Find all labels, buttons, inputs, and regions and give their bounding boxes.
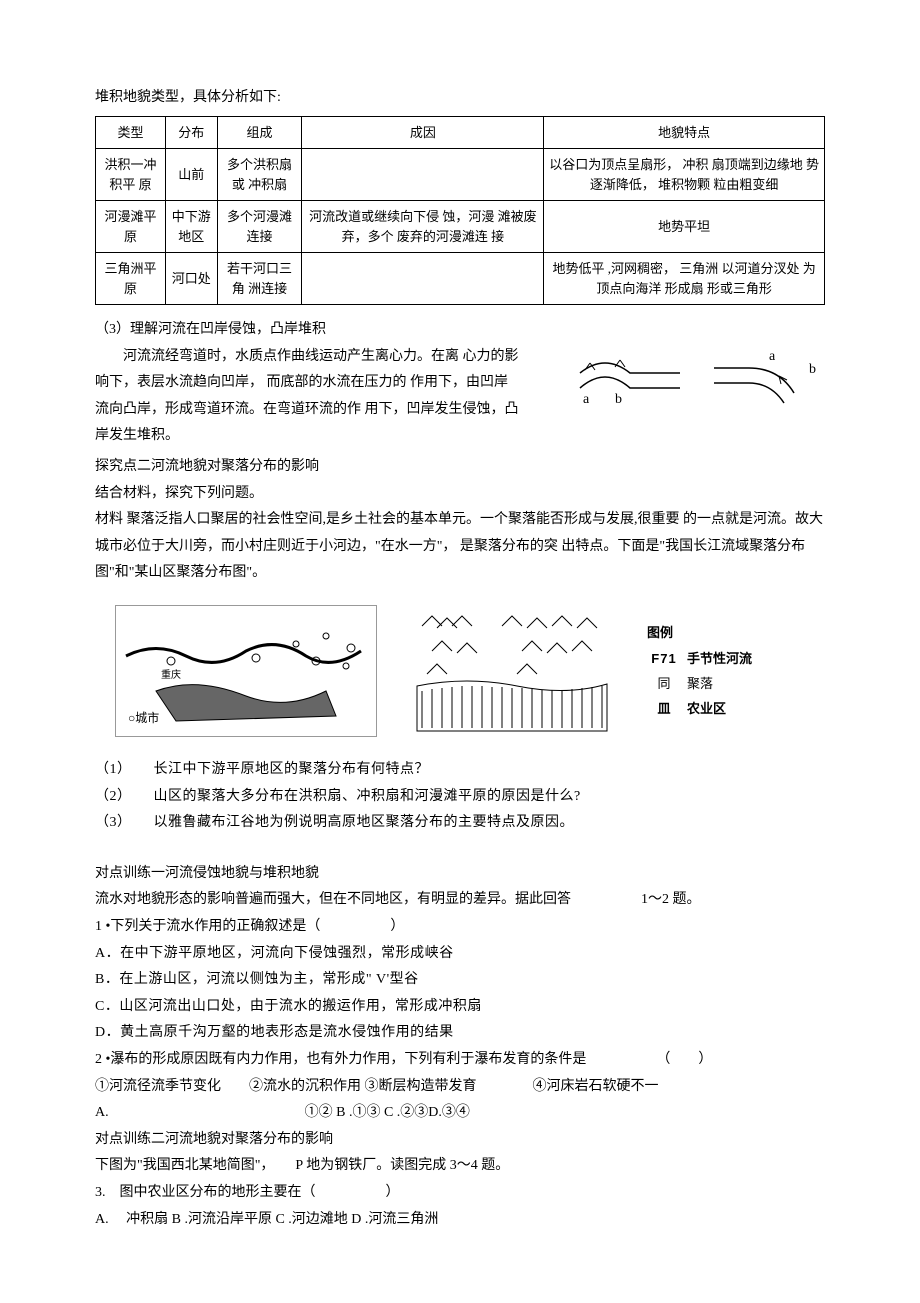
intro-text: 堆积地貌类型，具体分析如下: — [95, 85, 825, 112]
sec3-p1b: 响下，表层水流趋向凹岸， 而底部的水流在压力的 作用下，由凹岸 — [95, 370, 557, 397]
svg-text:b: b — [615, 392, 622, 407]
cell: 多个洪积扇 或 冲积扇 — [217, 149, 302, 201]
cell: 地势平坦 — [544, 201, 825, 253]
yangtze-map: 重庆 ○城市 — [115, 605, 377, 737]
th-feat: 地貌特点 — [544, 116, 825, 149]
train1-lead: 流水对地貌形态的影响普遍而强大，但在不同地区，有明显的差异。据此回答1〜2 题。 — [95, 887, 825, 914]
legend-sym-river: F71 — [647, 647, 681, 672]
legend-title: 图例 — [647, 621, 752, 646]
cell: 洪积一冲 积平 原 — [96, 149, 166, 201]
map-legend: 图例 F71 手节性河流 同 聚落 皿 农业区 — [647, 621, 752, 722]
q1-opt-a: A．在中下游平原地区，河流向下侵蚀强烈，常形成峡谷 — [95, 941, 825, 968]
cell: 地势低平 ,河网稠密， 三角洲 以河道分汊处 为顶点向海洋 形成扇 形或三角形 — [544, 253, 825, 305]
table-row: 三角洲平 原 河口处 若干河口三 角 洲连接 地势低平 ,河网稠密， 三角洲 以… — [96, 253, 825, 305]
cell: 中下游地区 — [166, 201, 218, 253]
river-bend-diagram: a b a b — [575, 344, 825, 408]
sec3-p1d: 岸发生堆积。 — [95, 423, 557, 450]
th-type: 类型 — [96, 116, 166, 149]
th-comp: 组成 — [217, 116, 302, 149]
mountain-map — [407, 606, 617, 736]
landform-table: 类型 分布 组成 成因 地貌特点 洪积一冲 积平 原 山前 多个洪积扇 或 冲积… — [95, 116, 825, 306]
cell: 山前 — [166, 149, 218, 201]
cell: 若干河口三 角 洲连接 — [217, 253, 302, 305]
q3-stem: 3. 图中农业区分布的地形主要在（） — [95, 1180, 825, 1207]
question-1: （1） 长江中下游平原地区的聚落分布有何特点？ — [95, 757, 825, 784]
q2-conds: ①河流径流季节变化 ②流水的沉积作用 ③断层构造带发育 ④河床岩石软硬不一 — [95, 1074, 825, 1101]
cell: 河口处 — [166, 253, 218, 305]
train1-title: 对点训练一河流侵蚀地貌与堆积地貌 — [95, 861, 825, 888]
legend-label-agri: 农业区 — [687, 697, 726, 722]
sec3-p1c: 流向凸岸，形成弯道环流。在弯道环流的作 用下，凹岸发生侵蚀，凸 — [95, 397, 557, 424]
svg-text:a: a — [583, 392, 590, 407]
svg-text:a: a — [769, 349, 776, 364]
svg-text:b: b — [809, 362, 816, 377]
legend-sym-agri: 皿 — [647, 697, 681, 722]
sec3-title: （3）理解河流在凹岸侵蚀，凸岸堆积 — [95, 317, 825, 344]
th-cause: 成因 — [302, 116, 544, 149]
q1-opt-d: D．黄土高原千沟万壑的地表形态是流水侵蚀作用的结果 — [95, 1020, 825, 1047]
q2-stem: 2 •瀑布的形成原因既有内力作用，也有外力作用，下列有利于瀑布发育的条件是（ ） — [95, 1047, 825, 1074]
q2-opts: A. ①② B .①③ C .②③D.③④ — [95, 1100, 825, 1127]
q1-stem: 1 •下列关于流水作用的正确叙述是（） — [95, 914, 825, 941]
city-legend: ○城市 — [128, 707, 159, 730]
sec3-p1a: 河流流经弯道时，水质点作曲线运动产生离心力。在离 心力的影 — [95, 344, 557, 371]
question-2: （2） 山区的聚落大多分布在洪积扇、冲积扇和河漫滩平原的原因是什么? — [95, 784, 825, 811]
train2-title: 对点训练二河流地貌对聚落分布的影响 — [95, 1127, 825, 1154]
th-dist: 分布 — [166, 116, 218, 149]
cell — [302, 253, 544, 305]
q1-opt-b: B．在上游山区，河流以侧蚀为主，常形成" V'型谷 — [95, 967, 825, 994]
cell: 多个河漫滩 连接 — [217, 201, 302, 253]
cell: 三角洲平 原 — [96, 253, 166, 305]
train2-lead: 下图为"我国西北某地简图"， P 地为钢铁厂。读图完成 3〜4 题。 — [95, 1153, 825, 1180]
cell: 河漫滩平 原 — [96, 201, 166, 253]
q3-opts: A. 冲积扇 B .河流沿岸平原 C .河边滩地 D .河流三角洲 — [95, 1207, 825, 1234]
cell: 以谷口为顶点呈扇形， 冲积 扇顶端到边缘地 势逐渐降低， 堆积物颗 粒由粗变细 — [544, 149, 825, 201]
svg-text:重庆: 重庆 — [161, 668, 181, 681]
table-row: 河漫滩平 原 中下游地区 多个河漫滩 连接 河流改道或继续向下侵 蚀，河漫 滩被… — [96, 201, 825, 253]
explore-sub: 结合材料，探究下列问题。 — [95, 481, 825, 508]
legend-label-river: 手节性河流 — [687, 647, 752, 672]
explore-material: 材料 聚落泛指人口聚居的社会性空间,是乡土社会的基本单元。一个聚落能否形成与发展… — [95, 507, 825, 587]
question-3: （3） 以雅鲁藏布江谷地为例说明高原地区聚落分布的主要特点及原因。 — [95, 810, 825, 837]
q1-opt-c: C．山区河流出山口处，由于流水的搬运作用，常形成冲积扇 — [95, 994, 825, 1021]
explore-title: 探究点二河流地貌对聚落分布的影响 — [95, 454, 825, 481]
cell — [302, 149, 544, 201]
legend-label-settle: 聚落 — [687, 672, 713, 697]
legend-sym-settle: 同 — [647, 672, 681, 697]
cell: 河流改道或继续向下侵 蚀，河漫 滩被废弃，多个 废弃的河漫滩连 接 — [302, 201, 544, 253]
table-row: 洪积一冲 积平 原 山前 多个洪积扇 或 冲积扇 以谷口为顶点呈扇形， 冲积 扇… — [96, 149, 825, 201]
